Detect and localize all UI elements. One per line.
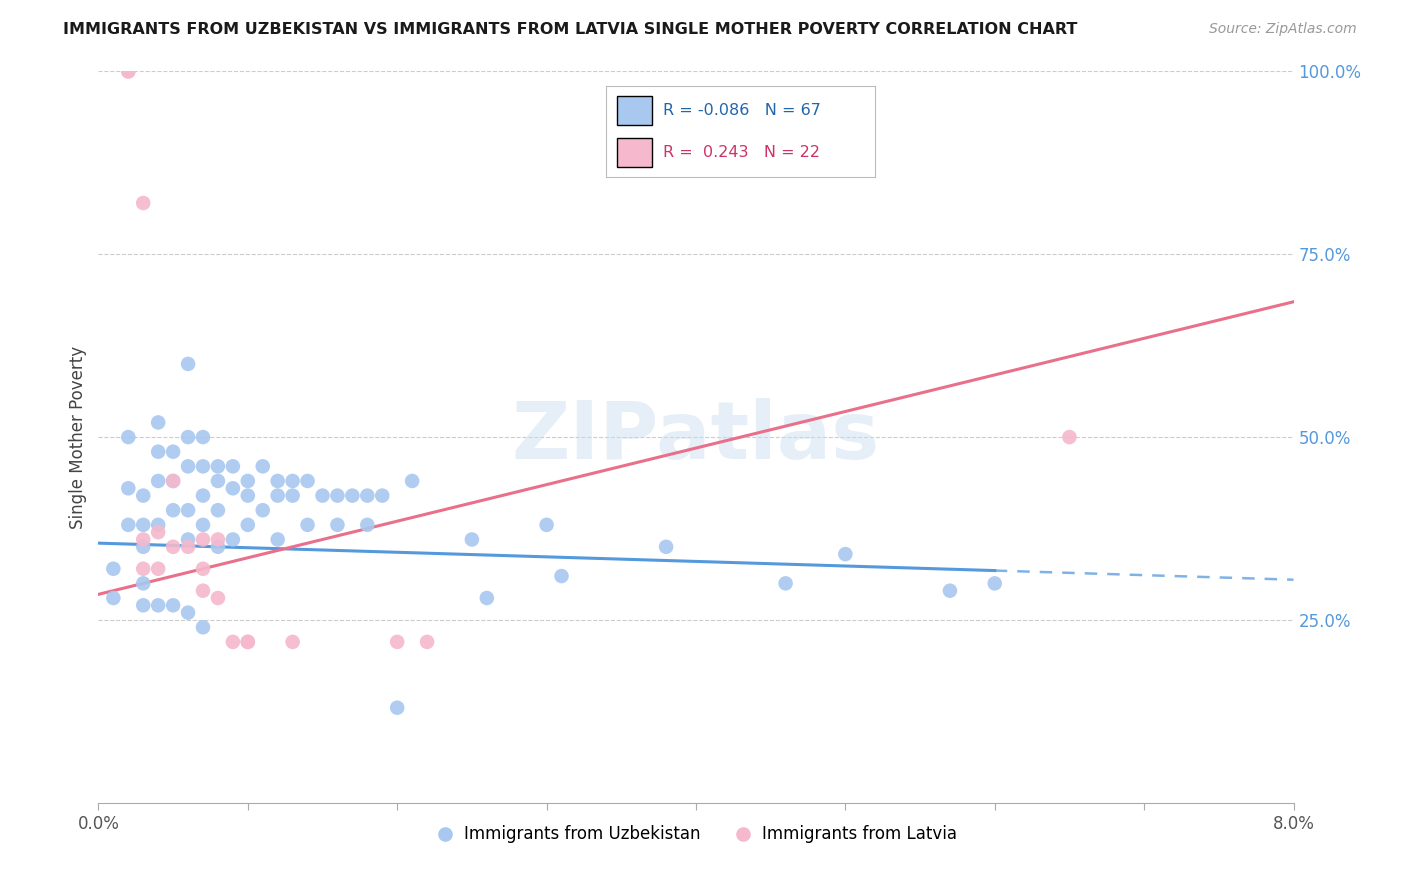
Point: [191, 562, 214, 576]
Point: [177, 357, 200, 371]
Point: [267, 533, 290, 547]
Point: [117, 430, 139, 444]
Point: [191, 517, 214, 532]
Point: [177, 503, 200, 517]
Y-axis label: Single Mother Poverty: Single Mother Poverty: [69, 345, 87, 529]
Point: [311, 489, 333, 503]
Point: [207, 591, 229, 605]
Point: [281, 489, 304, 503]
Point: [356, 517, 378, 532]
Point: [461, 533, 484, 547]
Point: [207, 459, 229, 474]
Point: [103, 591, 125, 605]
Point: [191, 620, 214, 634]
Point: [177, 533, 200, 547]
Point: [117, 481, 139, 495]
Point: [267, 489, 290, 503]
Point: [132, 540, 155, 554]
Point: [207, 474, 229, 488]
Point: [236, 474, 259, 488]
Point: [775, 576, 797, 591]
Point: [148, 517, 170, 532]
Point: [148, 599, 170, 613]
Point: [222, 459, 245, 474]
Point: [132, 576, 155, 591]
Point: [281, 635, 304, 649]
Point: [177, 606, 200, 620]
Point: [297, 517, 319, 532]
Point: [252, 503, 274, 517]
Point: [132, 562, 155, 576]
Point: [132, 599, 155, 613]
Point: [132, 489, 155, 503]
Point: [326, 517, 349, 532]
Point: [191, 489, 214, 503]
Point: [162, 540, 184, 554]
Point: [371, 489, 394, 503]
Point: [177, 540, 200, 554]
Point: [148, 562, 170, 576]
Point: [267, 474, 290, 488]
Point: [385, 700, 409, 714]
Point: [148, 444, 170, 458]
Point: [132, 196, 155, 211]
Point: [132, 533, 155, 547]
Point: [385, 635, 409, 649]
Point: [191, 583, 214, 598]
Point: [297, 474, 319, 488]
Point: [177, 430, 200, 444]
Point: [132, 517, 155, 532]
Point: [1059, 430, 1081, 444]
Point: [356, 489, 378, 503]
Point: [281, 474, 304, 488]
Point: [401, 474, 423, 488]
Point: [207, 503, 229, 517]
Point: [148, 474, 170, 488]
Point: [475, 591, 498, 605]
Point: [222, 533, 245, 547]
Point: [207, 540, 229, 554]
Point: [984, 576, 1007, 591]
Point: [103, 562, 125, 576]
Point: [236, 635, 259, 649]
Point: [236, 635, 259, 649]
Point: [191, 533, 214, 547]
Point: [177, 459, 200, 474]
Point: [236, 489, 259, 503]
Point: [342, 489, 364, 503]
Point: [117, 64, 139, 78]
Point: [222, 635, 245, 649]
Text: Source: ZipAtlas.com: Source: ZipAtlas.com: [1209, 22, 1357, 37]
Point: [655, 540, 678, 554]
Point: [236, 517, 259, 532]
Point: [939, 583, 962, 598]
Point: [162, 444, 184, 458]
Point: [117, 64, 139, 78]
Legend: Immigrants from Uzbekistan, Immigrants from Latvia: Immigrants from Uzbekistan, Immigrants f…: [429, 818, 963, 849]
Point: [834, 547, 856, 561]
Point: [162, 474, 184, 488]
Text: IMMIGRANTS FROM UZBEKISTAN VS IMMIGRANTS FROM LATVIA SINGLE MOTHER POVERTY CORRE: IMMIGRANTS FROM UZBEKISTAN VS IMMIGRANTS…: [63, 22, 1077, 37]
Text: ZIPatlas: ZIPatlas: [512, 398, 880, 476]
Point: [326, 489, 349, 503]
Point: [536, 517, 558, 532]
Point: [117, 517, 139, 532]
Point: [148, 525, 170, 540]
Point: [191, 459, 214, 474]
Point: [162, 599, 184, 613]
Point: [162, 474, 184, 488]
Point: [148, 416, 170, 430]
Point: [191, 430, 214, 444]
Point: [252, 459, 274, 474]
Point: [222, 481, 245, 495]
Point: [162, 503, 184, 517]
Point: [550, 569, 572, 583]
Point: [207, 533, 229, 547]
Point: [416, 635, 439, 649]
